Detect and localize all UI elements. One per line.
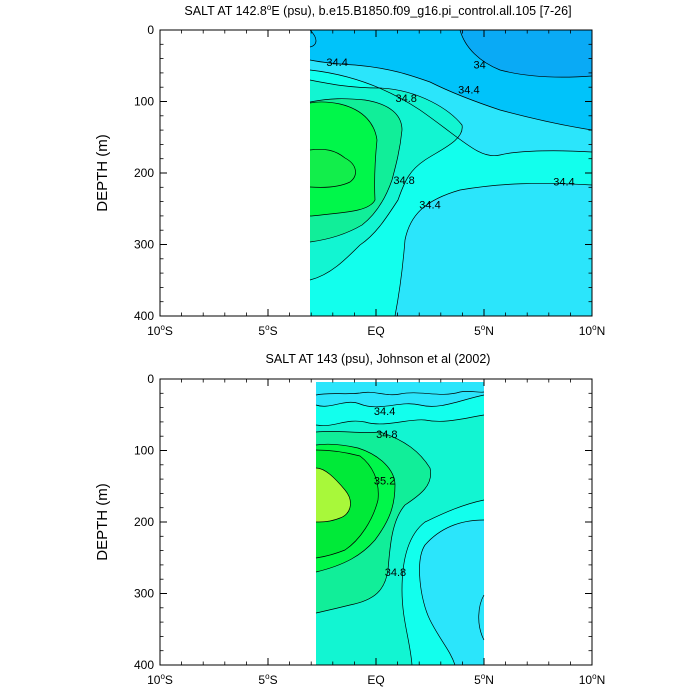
- contour-line: [315, 449, 379, 559]
- contour-label: 34.4: [458, 84, 479, 96]
- x-tick-label: 5oS: [258, 323, 277, 338]
- x-tick-label: 5oN: [474, 672, 494, 687]
- y-tick-label: 300: [134, 238, 154, 252]
- contour-line: [309, 148, 356, 188]
- y-tick-label: 100: [134, 95, 154, 109]
- salinity-band-35-2: [310, 149, 356, 188]
- x-tick-label: 10oS: [147, 323, 173, 338]
- contour-label: 35.2: [374, 476, 395, 488]
- contour-label: 34.8: [396, 93, 417, 105]
- contour-line: [315, 394, 485, 408]
- salinity-band-35-4: [316, 468, 351, 522]
- contour-labels: 34.4 34.8 35.2 34.8: [374, 406, 406, 579]
- contour-lines: [309, 29, 593, 317]
- contour-line: [315, 414, 485, 426]
- x-tick-label: 10oS: [147, 672, 173, 687]
- contour-label: 34.4: [374, 406, 395, 418]
- y-tick-label: 0: [147, 23, 154, 37]
- contour-line: [478, 594, 485, 641]
- contour-line: [401, 499, 485, 666]
- contour-label: 34.4: [326, 57, 347, 69]
- contour-line: [309, 59, 593, 131]
- x-tick-label: 5oN: [474, 323, 494, 338]
- data-region: [310, 30, 592, 316]
- contour-line: [309, 98, 403, 243]
- y-tick-label: 300: [134, 587, 154, 601]
- contour-line: [315, 443, 396, 573]
- contour-line: [315, 390, 485, 396]
- y-tick-label: 100: [134, 444, 154, 458]
- contour-label: 34.8: [393, 175, 414, 187]
- panel-bottom: SALT AT 143 (psu), Johnson et al (2002): [266, 352, 491, 666]
- data-region: [316, 382, 484, 665]
- y-tick-label: 400: [134, 309, 154, 323]
- contour-line: [459, 29, 593, 78]
- contour-line: [419, 519, 485, 666]
- axes-top: 10oS 5oS EQ 5oN 10oN 0 100 200 300 400 DEPTH (m): [94, 23, 605, 338]
- x-tick-label: 10oN: [579, 323, 605, 338]
- contour-line: [315, 467, 351, 523]
- contour-label: 34.4: [419, 199, 440, 211]
- contour-label: 34: [474, 59, 486, 71]
- contour-label: 34.8: [385, 567, 406, 579]
- panel-top: SALT AT 142.8oE (psu), b.e15.B1850.f09_g…: [184, 3, 593, 317]
- x-tick-label: 5oS: [258, 672, 277, 687]
- axes-bottom: 10oS 5oS EQ 5oN 10oN 0 100 200 300 400 DEPTH (m): [94, 372, 605, 687]
- y-axis-label: DEPTH (m): [94, 134, 111, 212]
- contour-line: [394, 183, 593, 317]
- panel-title: SALT AT 143 (psu), Johnson et al (2002): [266, 352, 491, 366]
- panel-title: SALT AT 142.8oE (psu), b.e15.B1850.f09_g…: [184, 3, 571, 18]
- x-tick-label: EQ: [367, 324, 384, 338]
- x-tick-label: EQ: [367, 673, 384, 687]
- contour-line: [315, 431, 432, 614]
- contour-line: [309, 69, 593, 157]
- contour-line: [309, 101, 378, 217]
- contour-labels: 34.4 34 34.4 34.8 34.8 34.4 34.4: [326, 57, 574, 211]
- contour-line: [309, 29, 317, 48]
- contour-label: 34.8: [376, 429, 397, 441]
- contour-label: 34.4: [553, 177, 574, 189]
- x-tick-label: 10oN: [579, 672, 605, 687]
- y-tick-label: 0: [147, 372, 154, 386]
- contour-line: [309, 79, 463, 281]
- contour-lines: [315, 390, 485, 666]
- y-axis-label: DEPTH (m): [94, 483, 111, 561]
- salinity-band-33-8: [460, 30, 592, 78]
- y-tick-label: 200: [134, 166, 154, 180]
- y-tick-label: 400: [134, 658, 154, 672]
- salinity-band-34-2-east: [423, 520, 484, 665]
- y-tick-label: 200: [134, 515, 154, 529]
